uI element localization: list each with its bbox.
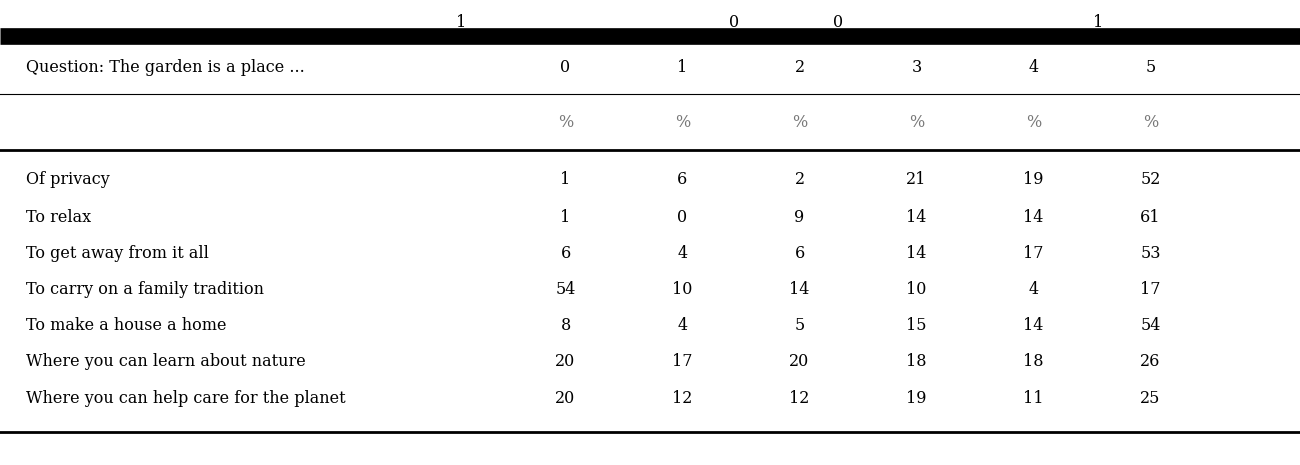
Text: 0: 0 bbox=[833, 14, 844, 31]
Text: To relax: To relax bbox=[26, 208, 91, 226]
Text: 18: 18 bbox=[906, 352, 927, 370]
Text: 6: 6 bbox=[794, 245, 805, 261]
Text: 8: 8 bbox=[560, 317, 571, 333]
Text: 14: 14 bbox=[789, 280, 810, 298]
Text: 0: 0 bbox=[560, 60, 571, 77]
Text: 12: 12 bbox=[672, 390, 693, 406]
Text: To carry on a family tradition: To carry on a family tradition bbox=[26, 280, 264, 298]
Text: 5: 5 bbox=[1145, 60, 1156, 77]
Text: %: % bbox=[675, 113, 690, 131]
Text: 61: 61 bbox=[1140, 208, 1161, 226]
Text: 14: 14 bbox=[1023, 317, 1044, 333]
Text: 53: 53 bbox=[1140, 245, 1161, 261]
Text: %: % bbox=[1026, 113, 1041, 131]
Text: 1: 1 bbox=[677, 60, 688, 77]
Text: %: % bbox=[558, 113, 573, 131]
Text: %: % bbox=[909, 113, 924, 131]
Text: 2: 2 bbox=[794, 60, 805, 77]
Text: 20: 20 bbox=[555, 390, 576, 406]
Text: 14: 14 bbox=[906, 208, 927, 226]
Text: 2: 2 bbox=[794, 172, 805, 188]
Text: 54: 54 bbox=[555, 280, 576, 298]
Text: To get away from it all: To get away from it all bbox=[26, 245, 209, 261]
Text: 10: 10 bbox=[672, 280, 693, 298]
Text: 4: 4 bbox=[677, 317, 688, 333]
Text: 14: 14 bbox=[906, 245, 927, 261]
Text: 4: 4 bbox=[677, 245, 688, 261]
Text: 9: 9 bbox=[794, 208, 805, 226]
Text: 52: 52 bbox=[1140, 172, 1161, 188]
Text: Of privacy: Of privacy bbox=[26, 172, 109, 188]
Text: 3: 3 bbox=[911, 60, 922, 77]
Text: 1: 1 bbox=[456, 14, 467, 31]
Text: 6: 6 bbox=[560, 245, 571, 261]
Text: 18: 18 bbox=[1023, 352, 1044, 370]
Text: Where you can help care for the planet: Where you can help care for the planet bbox=[26, 390, 346, 406]
Text: 26: 26 bbox=[1140, 352, 1161, 370]
Text: 4: 4 bbox=[1028, 60, 1039, 77]
Text: 17: 17 bbox=[672, 352, 693, 370]
Text: 17: 17 bbox=[1140, 280, 1161, 298]
Text: 1: 1 bbox=[560, 208, 571, 226]
Text: 17: 17 bbox=[1023, 245, 1044, 261]
Text: 15: 15 bbox=[906, 317, 927, 333]
Text: Question: The garden is a place ...: Question: The garden is a place ... bbox=[26, 60, 304, 77]
Text: 4: 4 bbox=[1028, 280, 1039, 298]
Text: 14: 14 bbox=[1023, 208, 1044, 226]
Text: 6: 6 bbox=[677, 172, 688, 188]
Text: 12: 12 bbox=[789, 390, 810, 406]
Text: 19: 19 bbox=[906, 390, 927, 406]
Text: 54: 54 bbox=[1140, 317, 1161, 333]
Text: 21: 21 bbox=[906, 172, 927, 188]
Text: Where you can learn about nature: Where you can learn about nature bbox=[26, 352, 306, 370]
Text: 1: 1 bbox=[560, 172, 571, 188]
Text: 20: 20 bbox=[555, 352, 576, 370]
Text: %: % bbox=[1143, 113, 1158, 131]
Text: 1: 1 bbox=[1093, 14, 1104, 31]
Text: 10: 10 bbox=[906, 280, 927, 298]
Text: 20: 20 bbox=[789, 352, 810, 370]
Text: To make a house a home: To make a house a home bbox=[26, 317, 226, 333]
Text: 11: 11 bbox=[1023, 390, 1044, 406]
Text: %: % bbox=[792, 113, 807, 131]
Text: 0: 0 bbox=[677, 208, 688, 226]
Text: 5: 5 bbox=[794, 317, 805, 333]
Text: 19: 19 bbox=[1023, 172, 1044, 188]
Text: 25: 25 bbox=[1140, 390, 1161, 406]
Text: 0: 0 bbox=[729, 14, 740, 31]
